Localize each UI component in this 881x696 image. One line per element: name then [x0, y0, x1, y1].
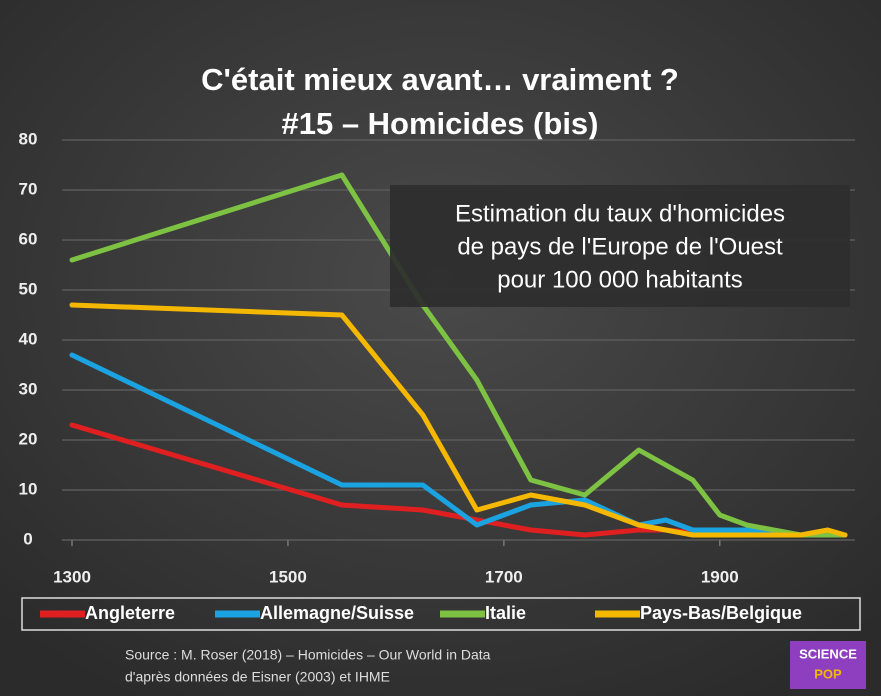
logo-text: POP: [814, 666, 842, 681]
y-tick-label: 10: [19, 479, 38, 498]
annotation-box: [390, 185, 850, 307]
y-tick-label: 0: [23, 529, 32, 548]
legend-label: Italie: [485, 603, 526, 623]
y-tick-label: 70: [19, 179, 38, 198]
x-tick-label: 1500: [269, 567, 307, 586]
y-tick-label: 20: [19, 429, 38, 448]
legend-label: Angleterre: [85, 603, 175, 623]
x-tick-label: 1700: [485, 567, 523, 586]
source: d'après données de Eisner (2003) et IHME: [125, 669, 390, 685]
y-tick-label: 80: [19, 129, 38, 148]
y-tick-label: 40: [19, 329, 38, 348]
legend-label: Pays-Bas/Belgique: [640, 603, 802, 623]
annotation: Estimation du taux d'homicides: [455, 200, 785, 227]
logo-text: SCIENCE: [799, 646, 857, 661]
chart-title: #15 – Homicides (bis): [281, 106, 598, 141]
annotation: pour 100 000 habitants: [497, 266, 743, 293]
logo-box: [790, 641, 866, 689]
x-tick-label: 1300: [53, 567, 91, 586]
chart-title: C'était mieux avant… vraiment ?: [201, 62, 679, 97]
x-tick-label: 1900: [701, 567, 739, 586]
annotation: de pays de l'Europe de l'Ouest: [457, 233, 783, 260]
series-line: [69, 302, 848, 538]
y-tick-label: 50: [19, 279, 38, 298]
y-tick-label: 30: [19, 379, 38, 398]
y-tick-label: 60: [19, 229, 38, 248]
source: Source : M. Roser (2018) – Homicides – O…: [125, 647, 491, 663]
legend-box: [21, 597, 861, 631]
legend-label: Allemagne/Suisse: [260, 603, 414, 623]
